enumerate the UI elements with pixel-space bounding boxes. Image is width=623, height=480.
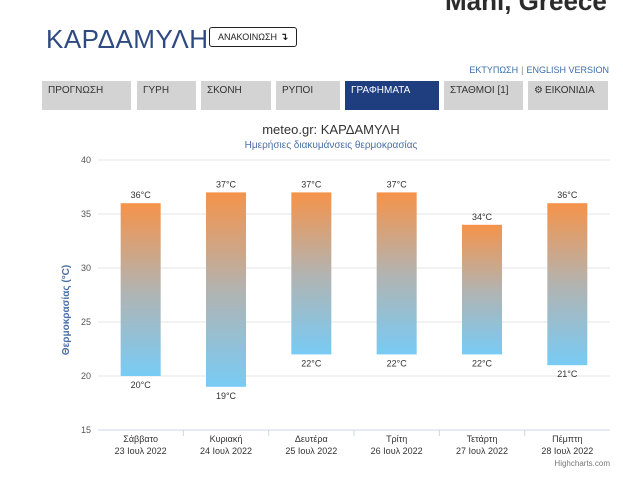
page-title: ΚΑΡΔΑΜΥΛΗ [46, 24, 209, 54]
low-temp-label: 22°C [301, 358, 322, 368]
announcement-button[interactable]: ΑΝΑΚΟΙΝΩΣΗ ↴ [209, 27, 298, 47]
x-category-day: Δευτέρα [295, 434, 328, 444]
low-temp-label: 20°C [131, 380, 152, 390]
y-tick-label: 25 [81, 317, 91, 327]
low-temp-label: 19°C [216, 391, 237, 401]
high-temp-label: 36°C [557, 190, 578, 200]
y-tick-label: 40 [81, 155, 91, 165]
temperature-range-bar[interactable] [120, 203, 161, 376]
x-category-day: Τρίτη [386, 434, 407, 444]
low-temp-label: 22°C [472, 358, 493, 368]
high-temp-label: 37°C [216, 179, 237, 189]
temperature-range-bar[interactable] [206, 192, 246, 387]
tab-pollen[interactable]: ΓΥΡΗ [137, 81, 196, 110]
y-axis-label: Θερμοκρασίας (°C) [61, 265, 72, 355]
top-links: ΕΚΤΥΠΩΣΗ | ENGLISH VERSION [469, 65, 609, 75]
return-arrow-icon: ↴ [280, 31, 289, 43]
english-version-link[interactable]: ENGLISH VERSION [526, 65, 609, 75]
print-link[interactable]: ΕΚΤΥΠΩΣΗ [469, 65, 519, 75]
y-tick-label: 35 [81, 209, 91, 219]
x-category-date: 23 Ιουλ 2022 [115, 446, 167, 456]
y-tick-label: 15 [81, 425, 91, 435]
tab-pollutants[interactable]: ΡΥΠΟΙ [276, 81, 340, 110]
x-category-date: 24 Ιουλ 2022 [200, 446, 252, 456]
chart-subtitle: Ημερήσιες διακυμάνσεις θερμοκρασίας [245, 139, 418, 151]
x-category-day: Σάββατο [123, 434, 158, 444]
temperature-range-bar[interactable] [462, 224, 502, 355]
temperature-range-bar[interactable] [547, 203, 588, 366]
announcement-label: ΑΝΑΚΟΙΝΩΣΗ [218, 32, 278, 42]
temperature-range-bar[interactable] [291, 192, 332, 355]
chart-title: meteo.gr: ΚΑΡΔΑΜΥΛΗ [262, 122, 400, 137]
tab-forecast[interactable]: ΠΡΟΓΝΩΣΗ [42, 81, 131, 110]
temperature-chart: meteo.gr: ΚΑΡΔΑΜΥΛΗ Ημερήσιες διακυμάνσε… [61, 122, 610, 468]
x-category-day: Πέμπτη [552, 434, 582, 444]
tab-dust[interactable]: ΣΚΟΝΗ [201, 81, 271, 110]
x-category-date: 27 Ιουλ 2022 [456, 446, 508, 456]
high-temp-label: 37°C [301, 179, 322, 189]
gear-icon: ⚙ [534, 85, 543, 96]
y-tick-label: 20 [81, 371, 91, 381]
chart-credits[interactable]: Highcharts.com [554, 459, 610, 468]
tab-stations[interactable]: ΣΤΑΘΜΟΙ [1] [444, 81, 523, 110]
tab-icons[interactable]: ⚙ ΕΙΚΟΝΙΔΙΑ [528, 81, 608, 110]
high-temp-label: 37°C [387, 179, 408, 189]
x-category-date: 28 Ιουλ 2022 [541, 446, 593, 456]
location-caption: Mani, Greece [445, 0, 607, 16]
x-category-date: 26 Ιουλ 2022 [371, 446, 423, 456]
low-temp-label: 21°C [557, 369, 578, 379]
tab-charts[interactable]: ΓΡΑΦΗΜΑΤΑ [345, 81, 439, 110]
x-category-date: 25 Ιουλ 2022 [285, 446, 337, 456]
low-temp-label: 22°C [387, 358, 408, 368]
x-category-day: Τετάρτη [467, 434, 498, 444]
y-tick-label: 30 [81, 263, 91, 273]
temperature-range-bar[interactable] [376, 192, 417, 355]
x-category-day: Κυριακή [210, 434, 243, 444]
high-temp-label: 34°C [472, 212, 493, 222]
high-temp-label: 36°C [131, 190, 152, 200]
